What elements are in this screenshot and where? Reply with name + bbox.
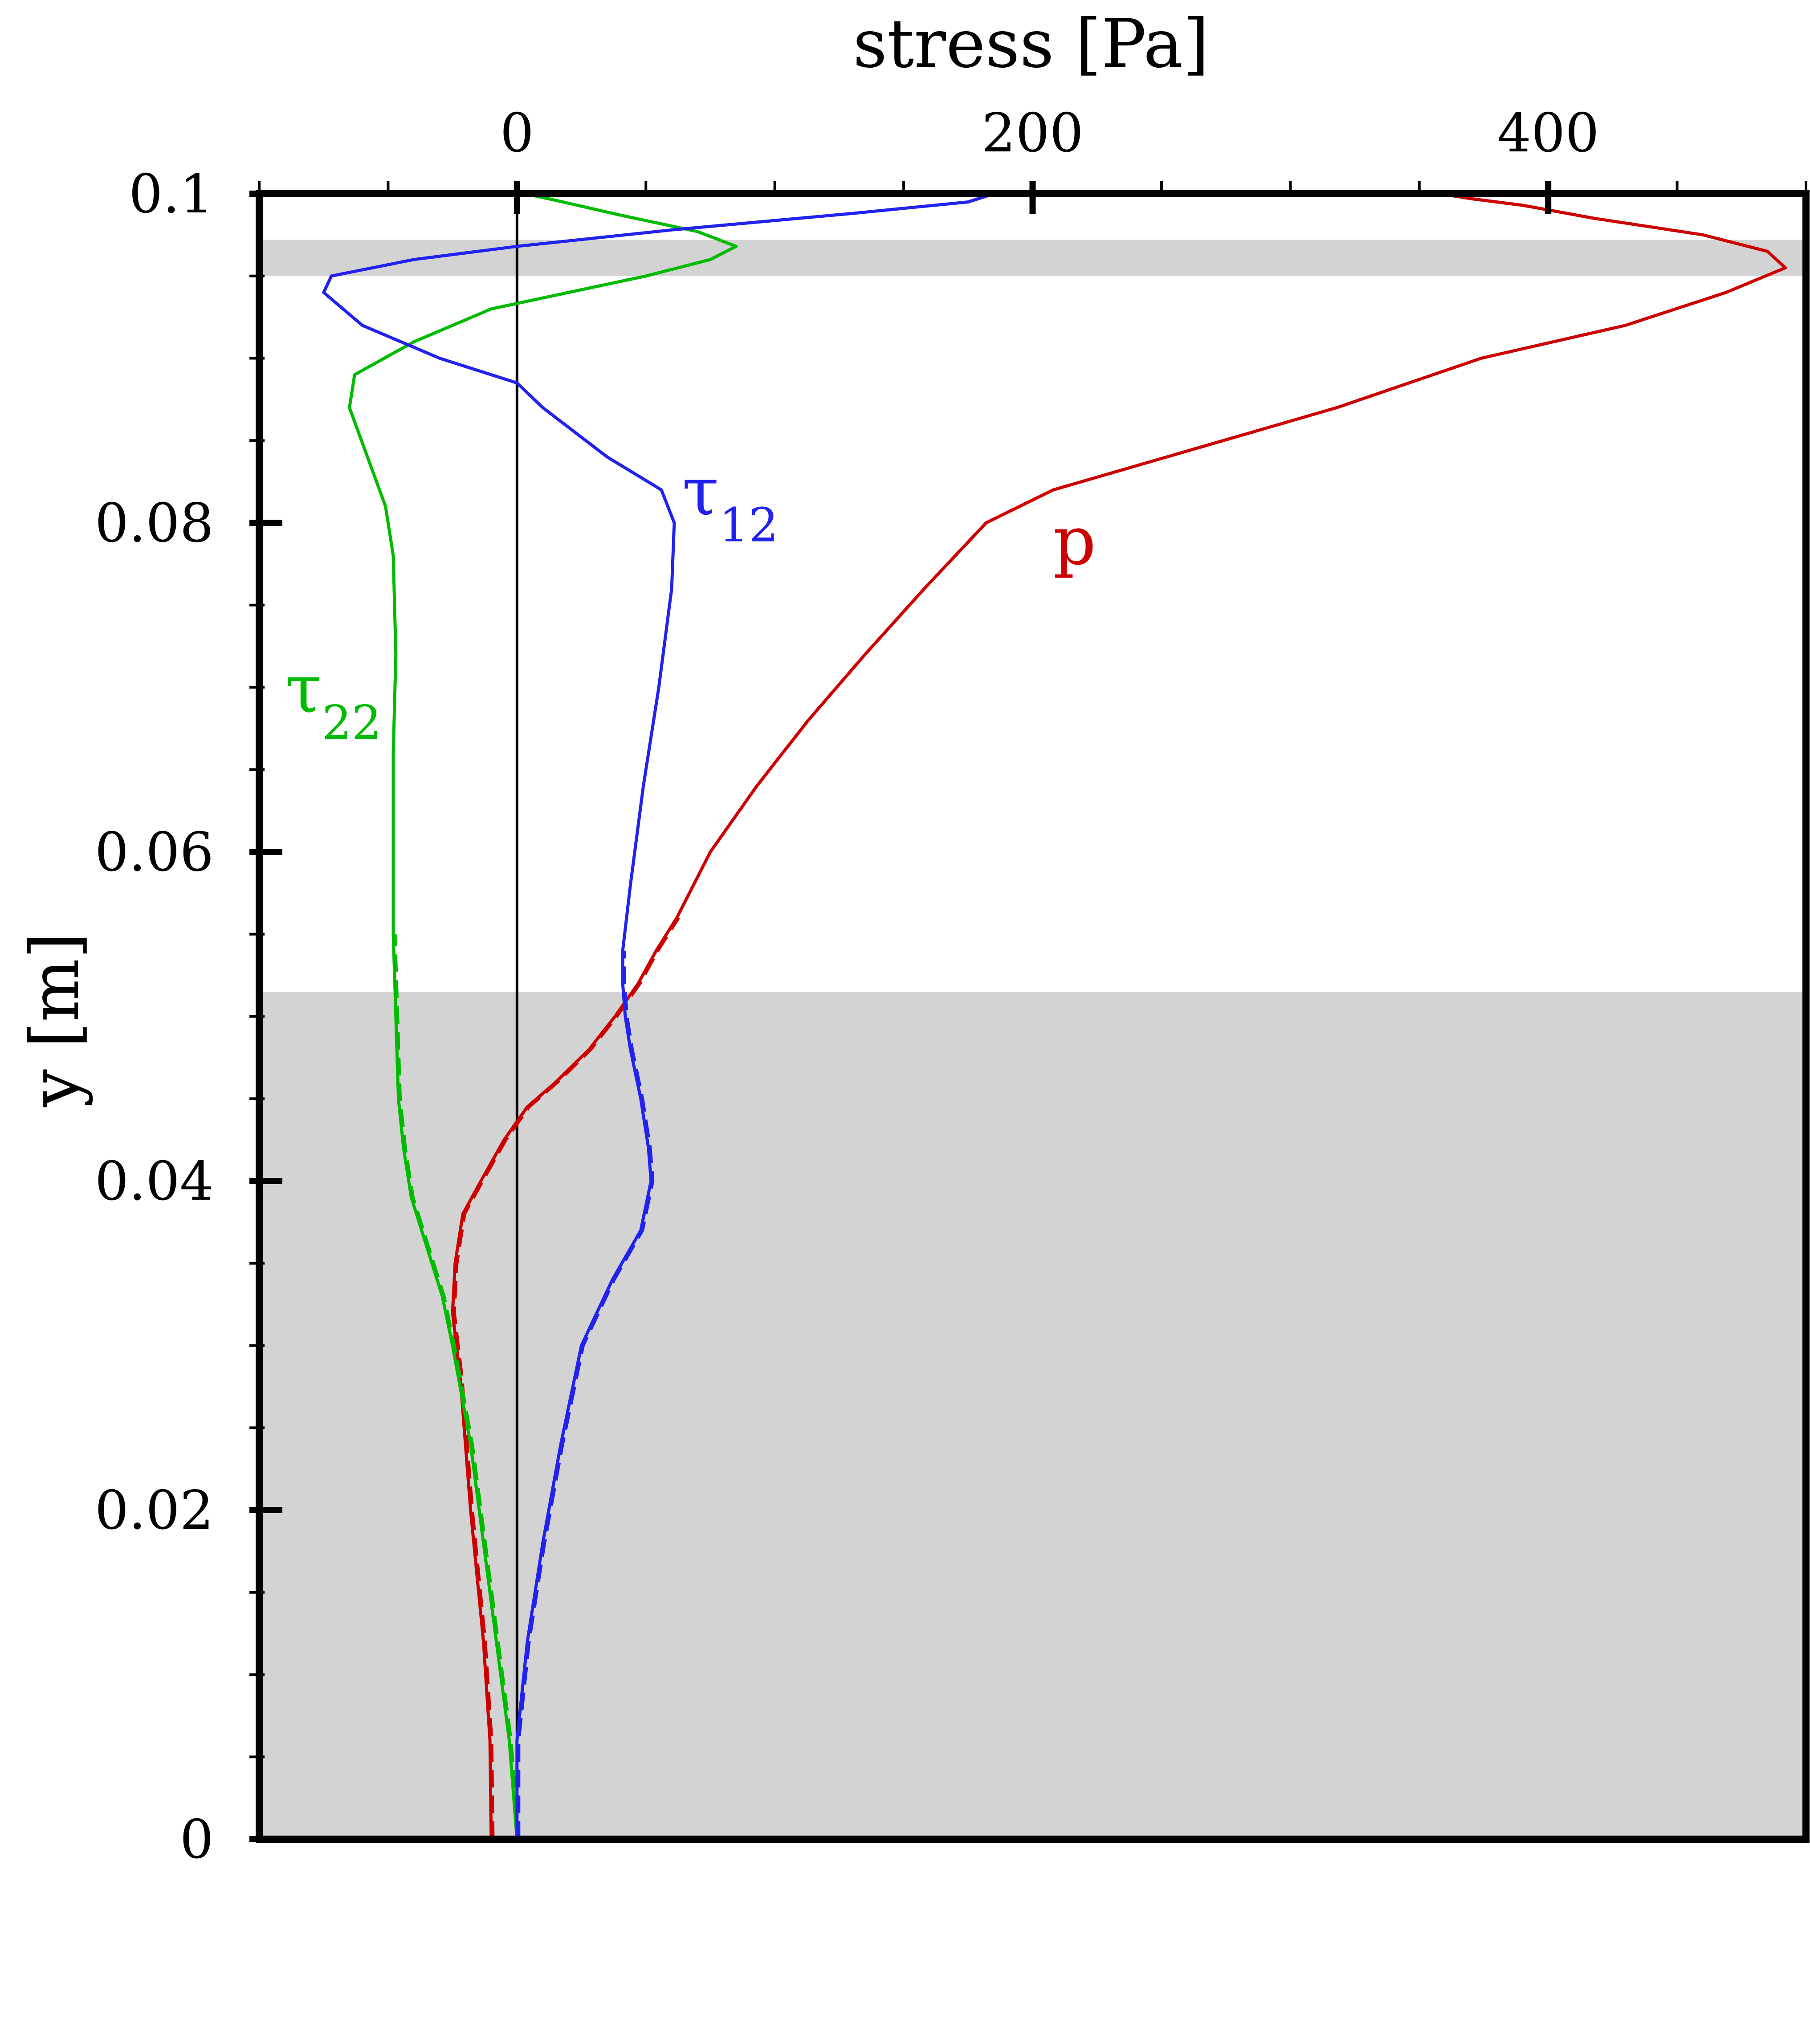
y-tick-label-4: 0.08 xyxy=(95,493,214,554)
shaded-band-1 xyxy=(259,992,1806,1839)
series-lines xyxy=(322,192,1787,1840)
x-axis-label: stress [Pa] xyxy=(853,5,1209,83)
y-tick-label-2: 0.04 xyxy=(95,1151,214,1213)
y-tick-label-5: 0.1 xyxy=(129,163,214,225)
y-axis-label: y [m] xyxy=(16,932,94,1108)
series-line-2 xyxy=(322,192,995,1839)
x-tick-label-2: 400 xyxy=(1497,102,1599,164)
series-dashed-line-2 xyxy=(517,950,655,1839)
series-line-0 xyxy=(451,192,1787,1840)
x-tick-label-0: 0 xyxy=(500,102,534,164)
y-tick-label-1: 0.02 xyxy=(95,1480,214,1542)
y-tick-label-3: 0.06 xyxy=(95,822,214,884)
series-annotation-2: τ22 xyxy=(285,651,382,750)
series-line-1 xyxy=(348,192,738,1840)
y-tick-label-0: 0 xyxy=(180,1809,214,1871)
tick-labels: 0 200 400 0 0.02 0.04 0.06 0.08 0.1 xyxy=(95,102,1599,1871)
series-annotations: τ12 p τ22 xyxy=(285,453,1096,750)
series-annotation-0: τ12 xyxy=(682,453,779,553)
shaded-band-0 xyxy=(259,240,1806,276)
series-annotation-1: p xyxy=(1053,502,1096,580)
axis-ticks xyxy=(249,181,1807,1842)
series-dashed-line-1 xyxy=(393,934,521,1840)
x-tick-label-1: 200 xyxy=(982,102,1084,164)
